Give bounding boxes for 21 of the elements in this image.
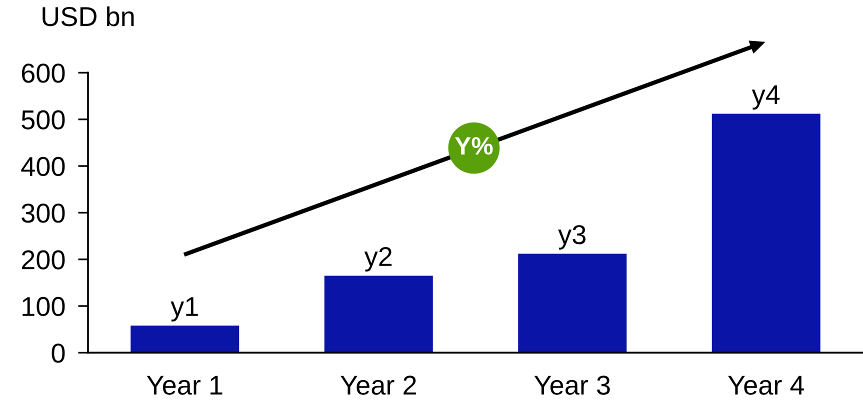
x-tick-label: Year 2: [340, 376, 416, 395]
y-tick-label: 0: [52, 344, 65, 363]
y-tick-label: 400: [21, 156, 65, 176]
y-tick-label: 500: [22, 110, 65, 130]
y-tick-label: 100: [22, 296, 65, 316]
bar: [712, 114, 820, 353]
bar: [130, 326, 240, 353]
x-tick-label: Year 1: [146, 376, 222, 395]
data-label: y3: [558, 225, 586, 250]
bar: [324, 276, 433, 353]
y-tick-label: 200: [22, 250, 65, 270]
data-label: y2: [364, 247, 392, 272]
x-tick-label: Year 4: [728, 376, 804, 395]
x-tick-label: Year 3: [534, 376, 610, 395]
y-tick-label: 300: [22, 204, 65, 223]
bar: [518, 254, 627, 353]
y-tick-label: 600: [22, 64, 65, 83]
data-label: y4: [752, 85, 780, 110]
y-axis-title: USD bn: [42, 6, 134, 26]
data-label: y1: [170, 297, 198, 322]
annotation: Y%: [454, 137, 493, 155]
